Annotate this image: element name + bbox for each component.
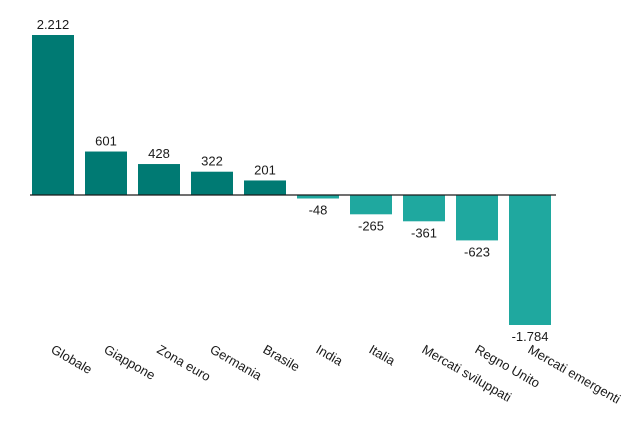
data-label: 322 — [201, 154, 223, 169]
bar-germania — [191, 171, 233, 195]
data-label: 428 — [148, 146, 170, 161]
tick-label: Brasile — [261, 342, 303, 375]
bar-mercati-emergenti — [509, 195, 551, 325]
data-label: -48 — [309, 202, 328, 217]
bar-brasile — [244, 180, 286, 195]
bar-zona-euro — [138, 164, 180, 195]
data-label: 2.212 — [37, 17, 70, 32]
bar-regno-unito — [456, 195, 498, 241]
tick-label: Mercati emergenti — [526, 342, 624, 407]
bar-india — [297, 195, 339, 199]
bar-italia — [350, 195, 392, 215]
data-label: -265 — [358, 218, 384, 233]
tick-label: Germania — [208, 342, 266, 384]
bar-mercati-sviluppati — [403, 195, 445, 222]
data-label: 601 — [95, 134, 117, 149]
data-label: -361 — [411, 225, 437, 240]
tick-label: Zona euro — [155, 342, 214, 385]
tick-label: Globale — [49, 342, 95, 377]
bar-globale — [32, 35, 74, 195]
data-label: -1.784 — [512, 329, 549, 344]
data-label: 201 — [254, 162, 276, 177]
bar-giappone — [85, 151, 127, 195]
tick-label: Giappone — [102, 342, 158, 383]
tick-label: Italia — [367, 342, 399, 369]
tick-label: Mercati sviluppati — [420, 342, 515, 405]
data-label: -623 — [464, 244, 490, 259]
tick-label: India — [314, 342, 347, 369]
